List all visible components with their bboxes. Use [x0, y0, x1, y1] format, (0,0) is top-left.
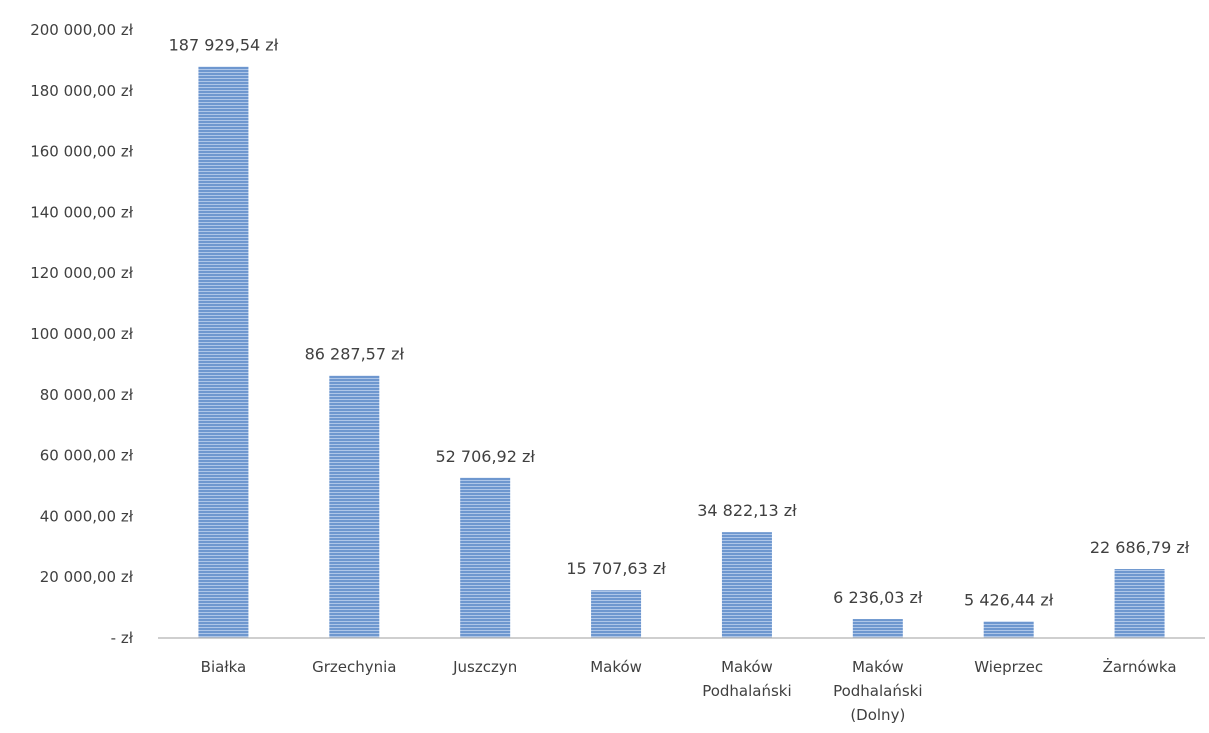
x-tick-label: Juszczyn	[452, 658, 517, 676]
bar	[983, 621, 1034, 638]
bar	[329, 375, 380, 638]
bar	[852, 619, 903, 638]
y-tick-label: 200 000,00 zł	[30, 21, 134, 39]
bar-value-label: 15 707,63 zł	[566, 559, 666, 578]
x-tick-label: Białka	[201, 658, 247, 676]
y-tick-label: 80 000,00 zł	[40, 386, 134, 404]
bar	[721, 532, 772, 638]
y-tick-label: 100 000,00 zł	[30, 325, 134, 343]
bar	[591, 590, 642, 638]
x-tick-label: Grzechynia	[312, 658, 396, 676]
bar-value-label: 6 236,03 zł	[833, 588, 923, 607]
bar-series	[198, 66, 1165, 638]
x-tick-label: Maków Podhalański	[702, 658, 791, 700]
x-axis-category-labels: Białka Grzechynia Juszczyn Maków Maków Podhal…	[201, 657, 1177, 724]
bar	[198, 66, 249, 638]
bar-value-label: 22 686,79 zł	[1090, 538, 1190, 557]
y-tick-label: 40 000,00 zł	[40, 507, 134, 525]
bar	[460, 477, 511, 638]
y-tick-label: 160 000,00 zł	[30, 143, 134, 161]
y-tick-label: 140 000,00 zł	[30, 203, 134, 221]
y-tick-label: 120 000,00 zł	[30, 264, 134, 282]
y-tick-label: - zł	[111, 629, 134, 647]
bar-value-label: 187 929,54 zł	[169, 36, 279, 55]
bar-value-label: 34 822,13 zł	[697, 501, 797, 520]
bar-value-label: 86 287,57 zł	[305, 345, 405, 364]
x-tick-label: Maków Podhalański (Dolny)	[833, 658, 922, 724]
bar	[1114, 569, 1165, 638]
bar-value-label: 5 426,44 zł	[964, 591, 1054, 610]
y-tick-label: 60 000,00 zł	[40, 447, 134, 465]
x-tick-label: Wieprzec	[974, 658, 1043, 676]
x-tick-label: Żarnówka	[1103, 657, 1177, 676]
bar-value-label: 52 706,92 zł	[435, 447, 535, 466]
x-tick-label: Maków	[590, 658, 642, 676]
y-tick-label: 20 000,00 zł	[40, 568, 134, 586]
y-axis-tick-labels: - zł 20 000,00 zł 40 000,00 zł 60 000,00 zł…	[30, 21, 134, 647]
y-tick-label: 180 000,00 zł	[30, 82, 134, 100]
data-labels: 187 929,54 zł 86 287,57 zł 52 706,92 zł 15 …	[169, 36, 1190, 610]
